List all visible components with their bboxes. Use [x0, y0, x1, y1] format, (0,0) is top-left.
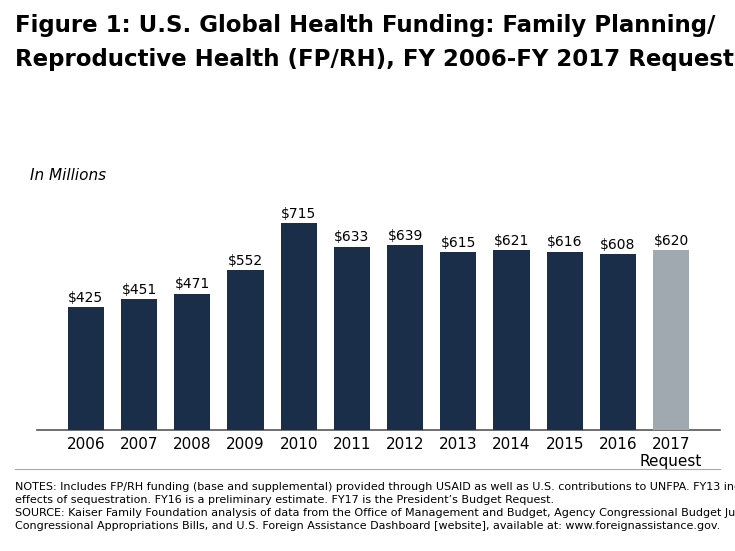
Text: In Millions: In Millions: [30, 168, 106, 183]
Text: FAMILY: FAMILY: [627, 521, 685, 536]
Text: Congressional Appropriations Bills, and U.S. Foreign Assistance Dashboard [websi: Congressional Appropriations Bills, and …: [15, 521, 720, 532]
Text: $620: $620: [653, 234, 689, 248]
Bar: [547, 252, 583, 430]
Bar: [334, 247, 370, 430]
Text: NOTES: Includes FP/RH funding (base and supplemental) provided through USAID as : NOTES: Includes FP/RH funding (base and …: [15, 482, 735, 492]
Text: $471: $471: [175, 277, 210, 291]
Text: effects of sequestration. FY16 is a preliminary estimate. FY17 is the President’: effects of sequestration. FY16 is a prel…: [15, 495, 554, 505]
Bar: [281, 223, 317, 430]
Text: KAISER: KAISER: [626, 506, 686, 521]
Bar: [440, 252, 476, 430]
Bar: [387, 245, 423, 430]
Text: Reproductive Health (FP/RH), FY 2006-FY 2017 Request: Reproductive Health (FP/RH), FY 2006-FY …: [15, 48, 734, 71]
Text: FOUNDATION: FOUNDATION: [625, 537, 687, 546]
Text: THE HENRY J.: THE HENRY J.: [634, 490, 678, 496]
Text: $552: $552: [228, 254, 263, 268]
Bar: [493, 250, 530, 430]
Text: $425: $425: [68, 290, 104, 305]
Text: $621: $621: [494, 234, 529, 248]
Bar: [121, 299, 157, 430]
Text: $451: $451: [121, 283, 157, 297]
Text: $616: $616: [547, 235, 582, 249]
Bar: [68, 307, 104, 430]
Text: $639: $639: [387, 229, 423, 242]
Bar: [227, 270, 264, 430]
Text: $608: $608: [600, 237, 636, 252]
Bar: [600, 254, 636, 430]
Text: Figure 1: U.S. Global Health Funding: Family Planning/: Figure 1: U.S. Global Health Funding: Fa…: [15, 14, 715, 37]
Bar: [653, 250, 689, 430]
Text: SOURCE: Kaiser Family Foundation analysis of data from the Office of Management : SOURCE: Kaiser Family Foundation analysi…: [15, 509, 735, 518]
Text: $633: $633: [334, 230, 370, 244]
Text: $615: $615: [441, 236, 476, 250]
Text: $715: $715: [281, 207, 316, 220]
Bar: [174, 294, 210, 430]
